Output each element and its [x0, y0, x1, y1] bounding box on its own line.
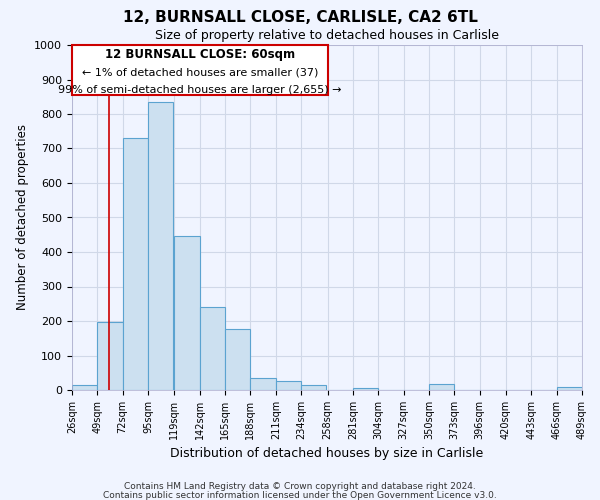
Bar	[353, 388, 378, 390]
X-axis label: Distribution of detached houses by size in Carlisle: Distribution of detached houses by size …	[170, 448, 484, 460]
Y-axis label: Number of detached properties: Number of detached properties	[16, 124, 29, 310]
Text: 12 BURNSALL CLOSE: 60sqm: 12 BURNSALL CLOSE: 60sqm	[105, 48, 295, 62]
Bar	[200, 307, 225, 390]
Bar	[250, 378, 276, 390]
Bar	[97, 322, 122, 390]
Text: 12, BURNSALL CLOSE, CARLISLE, CA2 6TL: 12, BURNSALL CLOSE, CARLISLE, CA2 6TL	[122, 10, 478, 25]
Bar	[175, 236, 200, 390]
Text: 99% of semi-detached houses are larger (2,655) →: 99% of semi-detached houses are larger (…	[58, 84, 341, 94]
Text: ← 1% of detached houses are smaller (37): ← 1% of detached houses are smaller (37)	[82, 68, 318, 78]
Bar	[557, 386, 582, 390]
Bar	[225, 328, 250, 390]
FancyBboxPatch shape	[72, 45, 328, 95]
Bar	[276, 382, 301, 390]
Title: Size of property relative to detached houses in Carlisle: Size of property relative to detached ho…	[155, 30, 499, 43]
Bar	[122, 138, 148, 390]
Bar	[72, 385, 97, 390]
Text: Contains public sector information licensed under the Open Government Licence v3: Contains public sector information licen…	[103, 491, 497, 500]
Bar	[301, 385, 326, 390]
Bar	[148, 102, 173, 390]
Bar	[429, 384, 454, 390]
Text: Contains HM Land Registry data © Crown copyright and database right 2024.: Contains HM Land Registry data © Crown c…	[124, 482, 476, 491]
